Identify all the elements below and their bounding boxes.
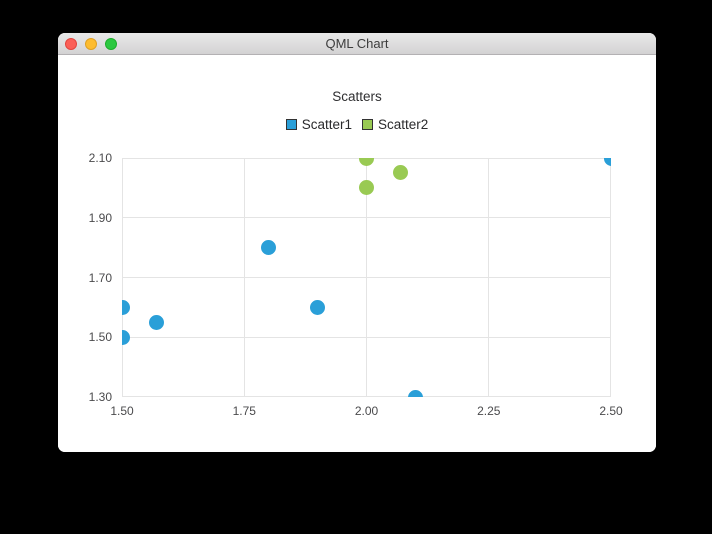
x-tick-label: 1.50 <box>110 404 134 418</box>
close-button[interactable] <box>65 37 77 50</box>
scatter-point-scatter1[interactable] <box>603 158 611 166</box>
y-tick-label: 1.50 <box>88 330 112 345</box>
scatter-point-scatter1[interactable] <box>122 329 130 345</box>
traffic-lights <box>65 37 117 50</box>
scatter-point-scatter1[interactable] <box>261 240 277 256</box>
scatter-point-scatter2[interactable] <box>359 158 374 166</box>
x-tick-label: 1.75 <box>232 404 256 418</box>
chart-title: Scatters <box>332 89 382 104</box>
app-window: QML Chart Scatters Scatter1 Scatter2 1.5… <box>58 33 656 452</box>
y-gridline <box>122 217 611 219</box>
title-bar[interactable]: QML Chart <box>58 33 656 55</box>
legend-item-scatter2[interactable]: Scatter2 <box>362 117 428 132</box>
y-tick-label: 1.90 <box>88 210 112 225</box>
y-gridline <box>122 336 611 338</box>
scatter-point-scatter1[interactable] <box>310 299 326 315</box>
zoom-button[interactable] <box>105 37 117 50</box>
x-tick-label: 2.00 <box>354 404 379 418</box>
scatter-point-scatter1[interactable] <box>407 389 423 397</box>
legend-item-scatter1[interactable]: Scatter1 <box>285 117 352 132</box>
legend: Scatter1 Scatter2 <box>58 117 656 132</box>
chart-view: Scatters Scatter1 Scatter2 1.50 1.75 2.00 2… <box>58 55 656 452</box>
scatter-point-scatter2[interactable] <box>393 165 409 181</box>
minimize-button[interactable] <box>85 37 97 50</box>
y-gridline <box>122 396 611 397</box>
y-tick-label: 1.30 <box>88 390 112 404</box>
legend-marker-scatter2-icon <box>362 119 373 130</box>
legend-label-scatter1: Scatter1 <box>301 117 352 132</box>
scatter-point-scatter2[interactable] <box>359 180 374 196</box>
legend-marker-scatter1-icon <box>285 119 297 130</box>
x-tick-label: 2.25 <box>477 404 501 418</box>
y-gridline <box>122 277 611 278</box>
scatter-point-scatter1[interactable] <box>148 314 164 330</box>
legend-label-scatter2: Scatter2 <box>378 117 429 132</box>
y-tick-label: 2.10 <box>88 151 112 165</box>
y-tick-label: 1.70 <box>88 270 112 285</box>
x-tick-label: 2.50 <box>599 404 623 418</box>
scatter-point-scatter1[interactable] <box>122 299 130 315</box>
plot-area <box>122 158 611 397</box>
window-title: QML Chart <box>325 36 389 51</box>
